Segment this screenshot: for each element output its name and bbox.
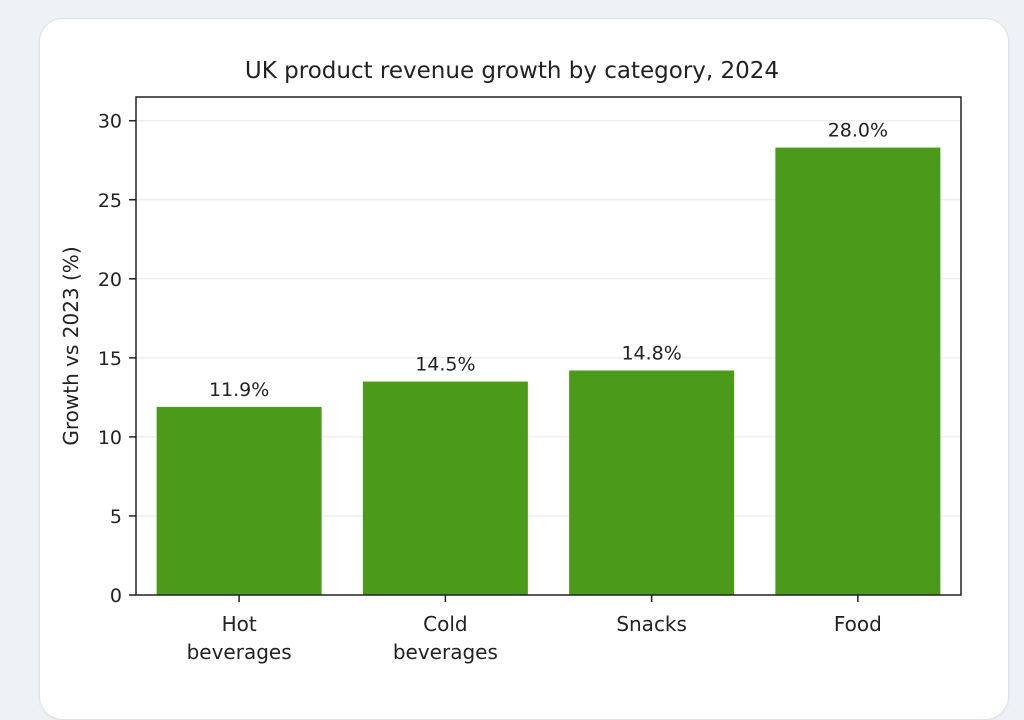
y-tick-label: 10 — [98, 427, 122, 449]
chart-title: UK product revenue growth by category, 2… — [244, 58, 780, 84]
x-tick-label: Food — [834, 612, 882, 636]
bar — [362, 381, 528, 595]
bar-value-label: 28.0% — [828, 120, 888, 142]
y-tick-label: 0 — [110, 585, 122, 607]
y-tick-label: 5 — [110, 506, 122, 528]
y-tick-label: 25 — [98, 190, 122, 212]
bar-value-label: 14.8% — [621, 343, 681, 365]
bar — [569, 370, 735, 595]
x-tick-label: Hot beverages — [187, 612, 292, 664]
y-tick-label: 15 — [98, 348, 122, 370]
bar-value-label: 11.9% — [209, 379, 269, 401]
bar-chart: 11.9% 14.5% 14.8% 28.0% 0 5 10 15 20 25 30 Hot bev… — [59, 96, 962, 664]
bar-value-label: 14.5% — [415, 354, 475, 376]
x-tick-label: Cold beverages — [393, 612, 498, 664]
x-tick-label: Snacks — [616, 612, 687, 636]
y-axis: 0 5 10 15 20 25 30 — [98, 111, 136, 607]
y-tick-label: 30 — [98, 111, 122, 133]
y-tick-label: 20 — [98, 269, 122, 291]
y-axis-label: Growth vs 2023 (%) — [59, 246, 83, 445]
bars — [156, 147, 941, 596]
plot-frame — [135, 96, 962, 596]
bar — [156, 406, 322, 595]
bar — [775, 147, 941, 596]
x-axis: Hot beverages Cold beverages Snacks Food — [187, 595, 882, 664]
value-labels: 11.9% 14.5% 14.8% 28.0% — [209, 120, 888, 401]
